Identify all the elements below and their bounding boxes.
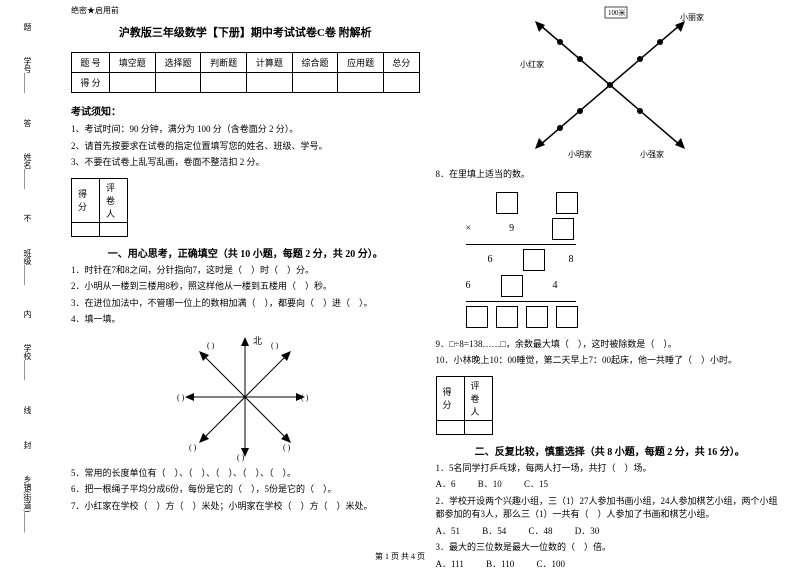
scorer-label: 得分 bbox=[72, 178, 100, 222]
question-6: 6．把一根绳子平均分成6份，每份是它的（ ），5份是它的（ ）。 bbox=[71, 483, 420, 497]
mc-1-options: A．6 B．10 C．15 bbox=[436, 478, 785, 492]
svg-text:小强家: 小强家 bbox=[640, 149, 664, 159]
question-2: 2．小明从一楼到三楼用8秒，照这样他从一楼到五楼用（ ）秒。 bbox=[71, 280, 420, 294]
notice-header: 考试须知： bbox=[71, 103, 420, 118]
secret-label: 绝密★启用前 bbox=[71, 5, 420, 16]
binding-label: 不 bbox=[24, 213, 32, 224]
score-header: 综合题 bbox=[292, 53, 338, 73]
scorer-box-2: 得分评卷人 bbox=[436, 376, 493, 435]
binding-label: 题 bbox=[24, 22, 32, 33]
score-header: 应用题 bbox=[338, 53, 384, 73]
reviewer-label: 评卷人 bbox=[464, 376, 492, 420]
mc-question-1: 1．5名同学打乒乓球，每两人打一场，共打（ ）场。 bbox=[436, 462, 785, 476]
question-3: 3．在进位加法中，不管哪一位上的数相加满（ ），都要向（ ）进（ ）。 bbox=[71, 297, 420, 311]
question-4: 4．填一填。 bbox=[71, 313, 420, 327]
notice-item: 1、考试时间：90 分钟，满分为 100 分（含卷面分 2 分）。 bbox=[71, 123, 420, 137]
question-10: 10．小林晚上10：00睡觉，第二天早上7：00起床，他一共睡了（ ）小时。 bbox=[436, 354, 785, 368]
notice-item: 3、不要在试卷上乱写乱画，卷面不整洁扣 2 分。 bbox=[71, 156, 420, 170]
reviewer-label: 评卷人 bbox=[100, 178, 128, 222]
score-header: 题 号 bbox=[72, 53, 110, 73]
multiplication-layout: ×9 68 64 bbox=[466, 192, 785, 328]
svg-text:( ): ( ) bbox=[207, 341, 215, 350]
svg-text:( ): ( ) bbox=[301, 393, 309, 402]
binding-class: 班级_____ bbox=[22, 249, 33, 285]
section-1-header: 一、用心思考，正确填空（共 10 小题，每题 2 分，共 20 分）。 bbox=[71, 245, 420, 260]
left-column: 绝密★启用前 沪教版三年级数学【下册】期中考试试卷C卷 附解析 题 号 填空题 … bbox=[63, 5, 428, 550]
scorer-box: 得分评卷人 bbox=[71, 178, 128, 237]
binding-student-id: 学号_____ bbox=[22, 57, 33, 93]
page-footer: 第 1 页 共 4 页 bbox=[0, 551, 800, 562]
exam-title: 沪教版三年级数学【下册】期中考试试卷C卷 附解析 bbox=[71, 24, 420, 40]
binding-town: 乡镇(街道)_____ bbox=[22, 475, 33, 532]
svg-text:小明家: 小明家 bbox=[568, 149, 592, 159]
score-row-label: 得 分 bbox=[72, 73, 110, 93]
score-header: 判断题 bbox=[201, 53, 247, 73]
question-5: 5．常用的长度单位有（ ）、（ ）、（ ）、（ ）、（ ）。 bbox=[71, 467, 420, 481]
binding-school: 学校_____ bbox=[22, 344, 33, 380]
binding-label: 封 bbox=[24, 440, 32, 451]
question-8: 8．在里填上适当的数。 bbox=[436, 168, 785, 182]
section-2-header: 二、反复比较，慎重选择（共 8 小题，每题 2 分，共 16 分）。 bbox=[436, 443, 785, 458]
svg-text:( ): ( ) bbox=[237, 453, 245, 462]
mc-2-options: A．51 B．54 C．48 D．30 bbox=[436, 525, 785, 539]
x-diagram: 100米 小丽家 小红家 小明家 小强家 bbox=[510, 5, 710, 165]
score-header: 选择题 bbox=[155, 53, 201, 73]
svg-text:( ): ( ) bbox=[177, 393, 185, 402]
binding-margin: 题 学号_____ 答 姓名_____ 不 班级_____ 内 学校_____ … bbox=[0, 0, 55, 555]
binding-label: 内 bbox=[24, 309, 32, 320]
binding-label: 答 bbox=[24, 118, 32, 129]
question-1: 1．时针在7和8之间，分针指向7，这时是（ ）时（ ）分。 bbox=[71, 264, 420, 278]
svg-text:( ): ( ) bbox=[189, 443, 197, 452]
score-header: 计算题 bbox=[246, 53, 292, 73]
notice-item: 2、请首先按要求在试卷的指定位置填写您的姓名、班级、学号。 bbox=[71, 140, 420, 154]
svg-text:( ): ( ) bbox=[271, 341, 279, 350]
score-header: 总分 bbox=[384, 53, 420, 73]
scorer-label: 得分 bbox=[436, 376, 464, 420]
svg-text:北: 北 bbox=[253, 336, 262, 346]
score-header: 填空题 bbox=[109, 53, 155, 73]
svg-text:小红家: 小红家 bbox=[520, 59, 544, 69]
mc-question-2: 2．学校开设两个兴趣小组，三（1）27人参加书画小组，24人参加棋艺小组，两个小… bbox=[436, 495, 785, 522]
compass-diagram: 北 ( ) ( ) ( ) ( ) ( ) ( ) ( ) bbox=[175, 332, 315, 462]
binding-name: 姓名_____ bbox=[22, 153, 33, 189]
right-column: 100米 小丽家 小红家 小明家 小强家 8．在里填上适当的数。 ×9 68 6… bbox=[428, 5, 793, 550]
score-table: 题 号 填空题 选择题 判断题 计算题 综合题 应用题 总分 得 分 bbox=[71, 52, 420, 93]
svg-text:100米: 100米 bbox=[608, 8, 626, 17]
question-9: 9．□÷8=138……□，余数最大填（ ），这时被除数是（ ）。 bbox=[436, 338, 785, 352]
question-7: 7．小红家在学校（ ）方（ ）米处；小明家在学校（ ）方（ ）米处。 bbox=[71, 500, 420, 514]
svg-text:小丽家: 小丽家 bbox=[680, 12, 704, 22]
binding-label: 线 bbox=[24, 405, 32, 416]
svg-text:( ): ( ) bbox=[283, 443, 291, 452]
